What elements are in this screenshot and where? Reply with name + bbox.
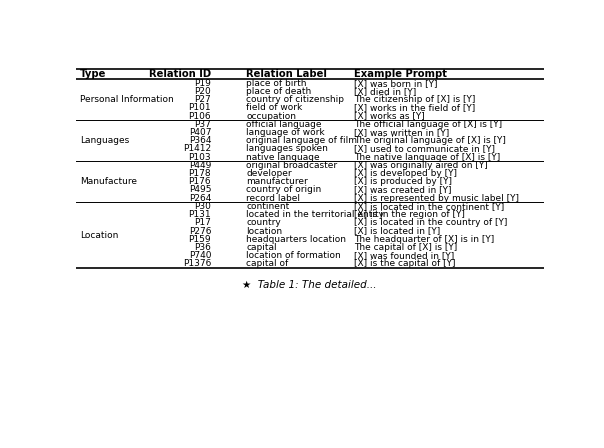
Text: P364: P364	[188, 136, 211, 145]
Text: P176: P176	[188, 177, 211, 186]
Text: place of death: place of death	[246, 87, 312, 96]
Text: official language: official language	[246, 120, 322, 129]
Text: The official language of [X] is [Y]: The official language of [X] is [Y]	[354, 120, 502, 129]
Text: place of birth: place of birth	[246, 79, 307, 88]
Text: located in the territorial entity: located in the territorial entity	[246, 210, 384, 219]
Text: headquarters location: headquarters location	[246, 235, 346, 244]
Text: [X] was founded in [Y]: [X] was founded in [Y]	[354, 251, 454, 260]
Text: P19: P19	[194, 79, 211, 88]
Text: [X] died in [Y]: [X] died in [Y]	[354, 87, 416, 96]
Text: Manufacture: Manufacture	[80, 177, 137, 186]
Text: P27: P27	[194, 95, 211, 104]
Text: P159: P159	[188, 235, 211, 244]
Text: P407: P407	[188, 128, 211, 137]
Text: [X] was originally aired on [Y]: [X] was originally aired on [Y]	[354, 161, 488, 170]
Text: location: location	[246, 227, 283, 236]
Text: P20: P20	[194, 87, 211, 96]
Text: [X] is in the region of [Y]: [X] is in the region of [Y]	[354, 210, 465, 219]
Text: [X] is the capital of [Y]: [X] is the capital of [Y]	[354, 259, 455, 268]
Text: [X] is located in the continent [Y]: [X] is located in the continent [Y]	[354, 202, 504, 211]
Text: P106: P106	[188, 112, 211, 121]
Text: [X] is located in the country of [Y]: [X] is located in the country of [Y]	[354, 218, 507, 227]
Text: [X] is represented by music label [Y]: [X] is represented by music label [Y]	[354, 194, 519, 202]
Text: P264: P264	[189, 194, 211, 202]
Text: manufacturer: manufacturer	[246, 177, 308, 186]
Text: original language of film: original language of film	[246, 136, 358, 145]
Text: [X] is produced by [Y]: [X] is produced by [Y]	[354, 177, 452, 186]
Text: The capital of [X] is [Y]: The capital of [X] is [Y]	[354, 243, 457, 252]
Text: [X] was born in [Y]: [X] was born in [Y]	[354, 79, 437, 88]
Text: [X] used to communicate in [Y]: [X] used to communicate in [Y]	[354, 144, 495, 153]
Text: developer: developer	[246, 169, 292, 178]
Text: [X] works in the field of [Y]: [X] works in the field of [Y]	[354, 103, 475, 112]
Text: P36: P36	[194, 243, 211, 252]
Text: Relation ID: Relation ID	[149, 69, 211, 79]
Text: native language: native language	[246, 153, 320, 162]
Text: Example Prompt: Example Prompt	[354, 69, 447, 79]
Text: country of origin: country of origin	[246, 185, 321, 194]
Text: [X] was created in [Y]: [X] was created in [Y]	[354, 185, 452, 194]
Text: Location: Location	[80, 231, 118, 240]
Text: The original language of [X] is [Y]: The original language of [X] is [Y]	[354, 136, 506, 145]
Text: [X] works as [Y]: [X] works as [Y]	[354, 112, 425, 121]
Text: [X] is developed by [Y]: [X] is developed by [Y]	[354, 169, 457, 178]
Text: P131: P131	[188, 210, 211, 219]
Text: P101: P101	[188, 103, 211, 112]
Text: The citizenship of [X] is [Y]: The citizenship of [X] is [Y]	[354, 95, 475, 104]
Text: original broadcaster: original broadcaster	[246, 161, 338, 170]
Text: country of citizenship: country of citizenship	[246, 95, 344, 104]
Text: capital: capital	[246, 243, 277, 252]
Text: languages spoken: languages spoken	[246, 144, 328, 153]
Text: capital of: capital of	[246, 259, 289, 268]
Text: [X] was written in [Y]: [X] was written in [Y]	[354, 128, 449, 137]
Text: ★  Table 1: The detailed...: ★ Table 1: The detailed...	[242, 280, 377, 290]
Text: P740: P740	[188, 251, 211, 260]
Text: occupation: occupation	[246, 112, 297, 121]
Text: Languages: Languages	[80, 136, 129, 145]
Text: language of work: language of work	[246, 128, 325, 137]
Text: Personal Information: Personal Information	[80, 95, 174, 104]
Text: P103: P103	[188, 153, 211, 162]
Text: P276: P276	[188, 227, 211, 236]
Text: P495: P495	[188, 185, 211, 194]
Text: The native language of [X] is [Y]: The native language of [X] is [Y]	[354, 153, 500, 162]
Text: P37: P37	[194, 120, 211, 129]
Text: The headquarter of [X] is in [Y]: The headquarter of [X] is in [Y]	[354, 235, 494, 244]
Text: P30: P30	[194, 202, 211, 211]
Text: P1412: P1412	[183, 144, 211, 153]
Text: P449: P449	[189, 161, 211, 170]
Text: P1376: P1376	[183, 259, 211, 268]
Text: [X] is located in [Y]: [X] is located in [Y]	[354, 227, 440, 236]
Text: Type: Type	[80, 69, 106, 79]
Text: location of formation: location of formation	[246, 251, 341, 260]
Text: continent: continent	[246, 202, 289, 211]
Text: record label: record label	[246, 194, 300, 202]
Text: P178: P178	[188, 169, 211, 178]
Text: Relation Label: Relation Label	[246, 69, 327, 79]
Text: field of work: field of work	[246, 103, 303, 112]
Text: country: country	[246, 218, 281, 227]
Text: P17: P17	[194, 218, 211, 227]
